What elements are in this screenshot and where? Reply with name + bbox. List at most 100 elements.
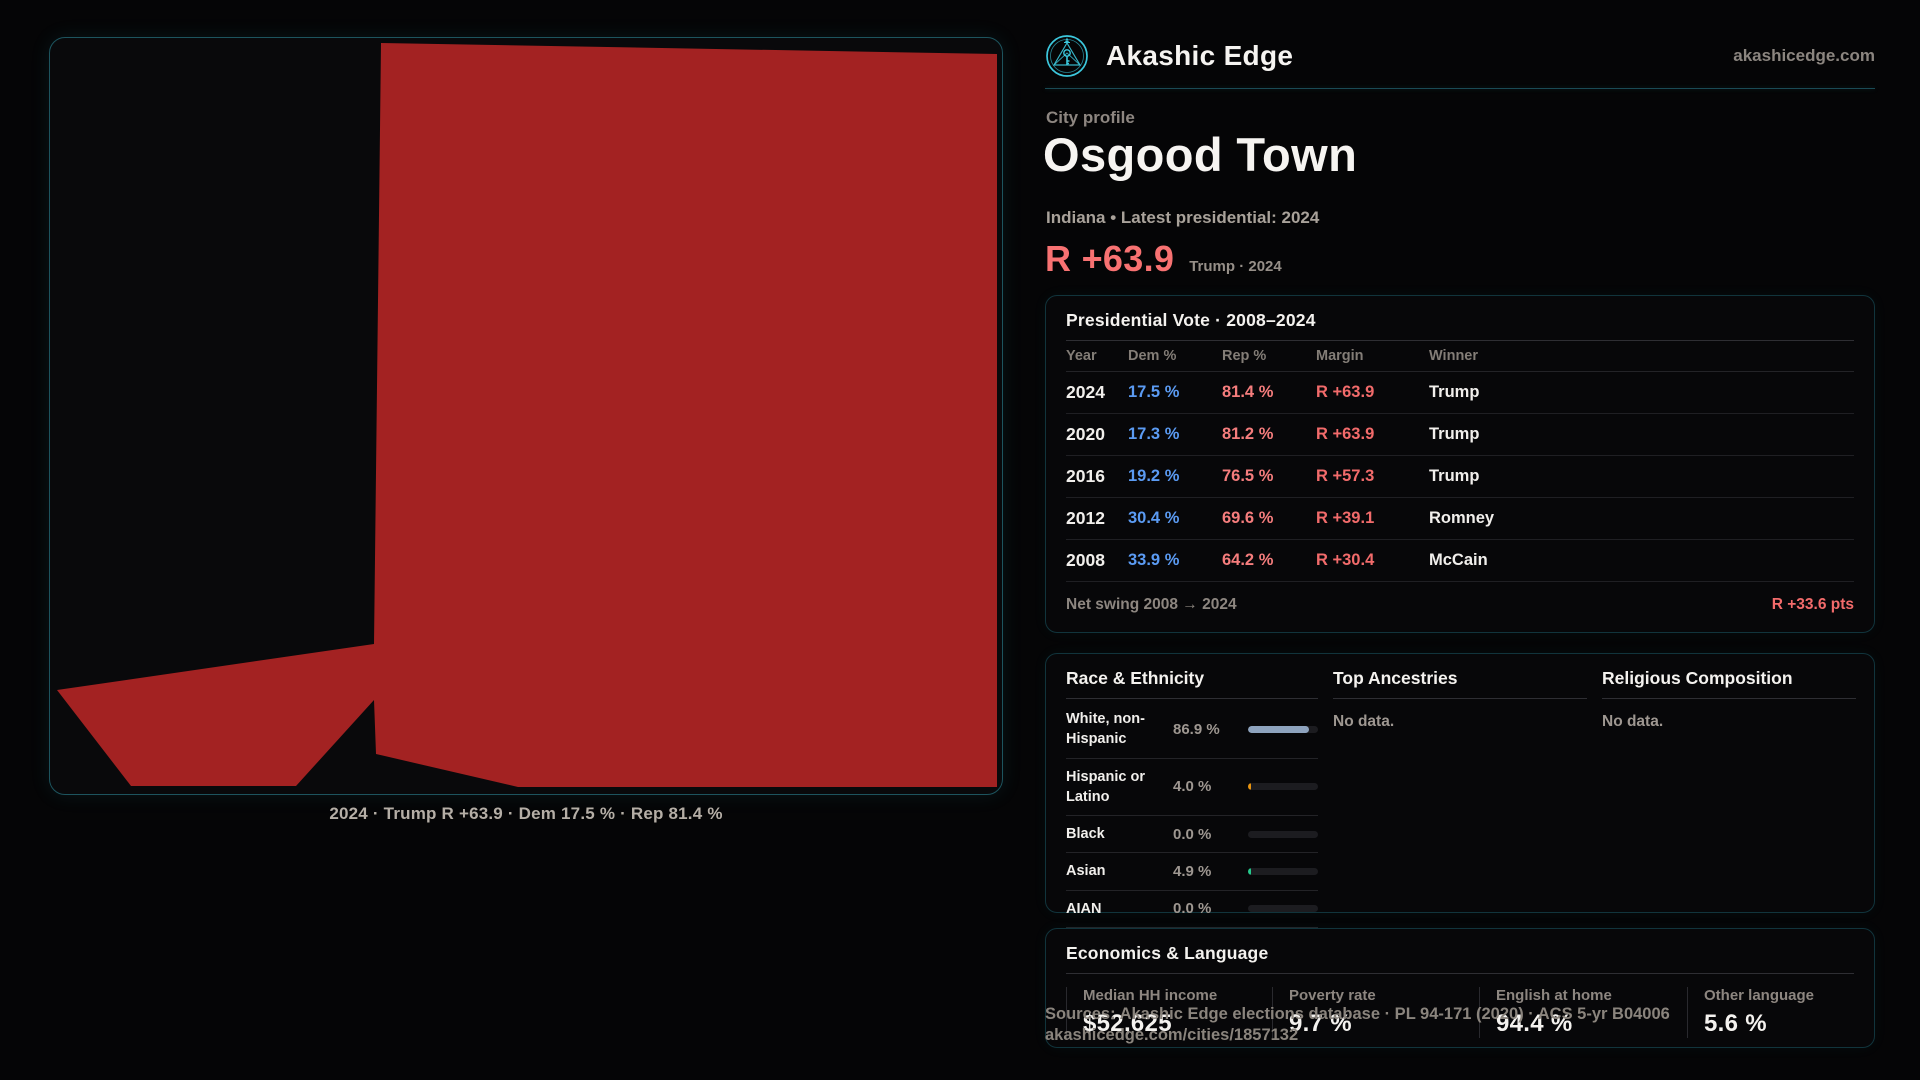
stat-label: Other language bbox=[1704, 987, 1815, 1004]
vote-table-row: 2008 33.9 % 64.2 % R +30.4 McCain bbox=[1066, 540, 1854, 582]
vote-table-header: Year Dem % Rep % Margin Winner bbox=[1066, 341, 1854, 372]
sources-url[interactable]: akashicedge.com/cities/1857132 bbox=[1045, 1026, 1299, 1044]
cell-winner: Trump bbox=[1429, 425, 1480, 443]
race-row: Asian 4.9 % bbox=[1066, 853, 1318, 891]
vote-table-row: 2020 17.3 % 81.2 % R +63.9 Trump bbox=[1066, 414, 1854, 456]
cell-year: 2012 bbox=[1066, 508, 1105, 528]
cell-winner: Trump bbox=[1429, 467, 1480, 485]
race-row: AIAN 0.0 % bbox=[1066, 891, 1318, 929]
stat-label: English at home bbox=[1496, 987, 1612, 1004]
race-label: White, non-Hispanic bbox=[1066, 711, 1145, 748]
sources-line: Sources: Akashic Edge elections database… bbox=[1045, 1005, 1670, 1023]
divider bbox=[1066, 698, 1318, 699]
top-ancestries-empty: No data. bbox=[1333, 713, 1395, 730]
cell-margin: R +30.4 bbox=[1316, 551, 1375, 569]
eyebrow-city-profile: City profile bbox=[1046, 108, 1135, 127]
stat-value: 5.6 % bbox=[1704, 1010, 1767, 1037]
cell-rep: 69.6 % bbox=[1222, 509, 1274, 527]
cell-year: 2008 bbox=[1066, 550, 1105, 570]
divider bbox=[1066, 973, 1854, 974]
presidential-card-title: Presidential Vote · 2008–2024 bbox=[1066, 310, 1316, 330]
vote-table-body: 2024 17.5 % 81.4 % R +63.9 Trump 2020 17… bbox=[1066, 372, 1854, 582]
cell-dem: 19.2 % bbox=[1128, 467, 1180, 485]
economics-stats: Median HH income $52,625 Poverty rate 9.… bbox=[1066, 987, 1854, 1038]
cell-year: 2020 bbox=[1066, 424, 1105, 444]
cell-winner: Romney bbox=[1429, 509, 1495, 527]
economics-stat: Other language 5.6 % bbox=[1687, 987, 1854, 1038]
race-value: 4.0 % bbox=[1173, 778, 1212, 796]
race-bar-fill bbox=[1248, 725, 1309, 733]
religious-composition-column: Religious Composition No data. bbox=[1602, 668, 1856, 928]
race-value: 0.0 % bbox=[1173, 825, 1212, 843]
top-ancestries-column: Top Ancestries No data. bbox=[1333, 668, 1587, 928]
brand-name: Akashic Edge bbox=[1106, 40, 1294, 71]
race-row: Hispanic or Latino 4.0 % bbox=[1066, 759, 1318, 817]
cell-rep: 76.5 % bbox=[1222, 467, 1274, 485]
race-bar-track bbox=[1248, 905, 1318, 913]
vote-table-row: 2012 30.4 % 69.6 % R +39.1 Romney bbox=[1066, 498, 1854, 540]
cell-dem: 17.3 % bbox=[1128, 425, 1180, 443]
brand-domain-link[interactable]: akashicedge.com bbox=[1733, 46, 1875, 65]
race-ethnicity-title: Race & Ethnicity bbox=[1066, 668, 1205, 688]
economics-stat: English at home 94.4 % bbox=[1479, 987, 1687, 1038]
race-label: Black bbox=[1066, 826, 1105, 843]
cell-dem: 30.4 % bbox=[1128, 509, 1180, 527]
top-ancestries-title: Top Ancestries bbox=[1333, 668, 1458, 688]
net-swing-row: Net swing 2008 → 2024 R +33.6 pts bbox=[1066, 582, 1854, 628]
race-row: White, non-Hispanic 86.9 % bbox=[1066, 701, 1318, 759]
cell-dem: 33.9 % bbox=[1128, 551, 1180, 569]
divider bbox=[1333, 698, 1587, 699]
economics-stat: Median HH income $52,625 bbox=[1066, 987, 1272, 1038]
town-boundary-shape bbox=[57, 43, 997, 787]
net-swing-label: Net swing 2008 → 2024 bbox=[1066, 596, 1237, 613]
economics-card-title: Economics & Language bbox=[1066, 943, 1269, 963]
race-label: AIAN bbox=[1066, 900, 1102, 917]
town-boundary-map-panel bbox=[49, 37, 1003, 795]
race-bar-fill bbox=[1248, 783, 1251, 791]
demographics-card: Race & Ethnicity White, non-Hispanic 86.… bbox=[1045, 653, 1875, 929]
cell-rep: 64.2 % bbox=[1222, 551, 1274, 569]
cell-margin: R +63.9 bbox=[1316, 383, 1375, 401]
cell-year: 2016 bbox=[1066, 466, 1105, 486]
brand-header: Akashic Edge akashicedge.com bbox=[1045, 32, 1875, 80]
cell-margin: R +63.9 bbox=[1316, 425, 1375, 443]
race-bar-track bbox=[1248, 868, 1318, 876]
cell-dem: 17.5 % bbox=[1128, 383, 1180, 401]
presidential-vote-card: Presidential Vote · 2008–2024 Year Dem %… bbox=[1045, 295, 1875, 633]
race-value: 0.0 % bbox=[1173, 900, 1212, 918]
column-header-winner: Winner bbox=[1429, 348, 1479, 364]
akashic-edge-logo-icon bbox=[1046, 35, 1088, 77]
net-swing-value: R +33.6 pts bbox=[1771, 596, 1854, 613]
cell-rep: 81.2 % bbox=[1222, 425, 1274, 443]
stat-value: 94.4 % bbox=[1496, 1010, 1573, 1037]
race-rows: White, non-Hispanic 86.9 % Hispanic or L… bbox=[1066, 701, 1318, 929]
header-divider bbox=[1045, 88, 1875, 89]
stat-label: Median HH income bbox=[1083, 987, 1218, 1004]
column-header-rep: Rep % bbox=[1222, 348, 1267, 364]
race-value: 4.9 % bbox=[1173, 863, 1212, 881]
column-header-year: Year bbox=[1066, 348, 1097, 364]
town-boundary-map bbox=[57, 43, 997, 787]
column-header-margin: Margin bbox=[1316, 348, 1364, 364]
cell-winner: McCain bbox=[1429, 551, 1488, 569]
religious-composition-title: Religious Composition bbox=[1602, 668, 1793, 688]
economics-language-card: Economics & Language Median HH income $5… bbox=[1045, 928, 1875, 1048]
stat-value: 9.7 % bbox=[1289, 1010, 1352, 1037]
cell-year: 2024 bbox=[1066, 382, 1105, 402]
race-bar-fill bbox=[1248, 868, 1252, 876]
race-ethnicity-column: Race & Ethnicity White, non-Hispanic 86.… bbox=[1066, 668, 1318, 929]
sources-footer: Sources: Akashic Edge elections database… bbox=[1045, 1004, 1670, 1046]
cell-margin: R +57.3 bbox=[1316, 467, 1375, 485]
race-value: 86.9 % bbox=[1173, 720, 1220, 738]
headline-margin-note: Trump · 2024 bbox=[1189, 258, 1282, 275]
stat-label: Poverty rate bbox=[1289, 987, 1376, 1004]
vote-table-row: 2016 19.2 % 76.5 % R +57.3 Trump bbox=[1066, 456, 1854, 498]
race-label: Hispanic or Latino bbox=[1066, 768, 1145, 805]
race-label: Asian bbox=[1066, 863, 1106, 880]
cell-margin: R +39.1 bbox=[1316, 509, 1375, 527]
cell-winner: Trump bbox=[1429, 383, 1480, 401]
page-subtitle: Indiana • Latest presidential: 2024 bbox=[1046, 208, 1320, 227]
race-row: Black 0.0 % bbox=[1066, 816, 1318, 854]
cell-rep: 81.4 % bbox=[1222, 383, 1274, 401]
map-caption: 2024 · Trump R +63.9 · Dem 17.5 % · Rep … bbox=[329, 804, 723, 823]
